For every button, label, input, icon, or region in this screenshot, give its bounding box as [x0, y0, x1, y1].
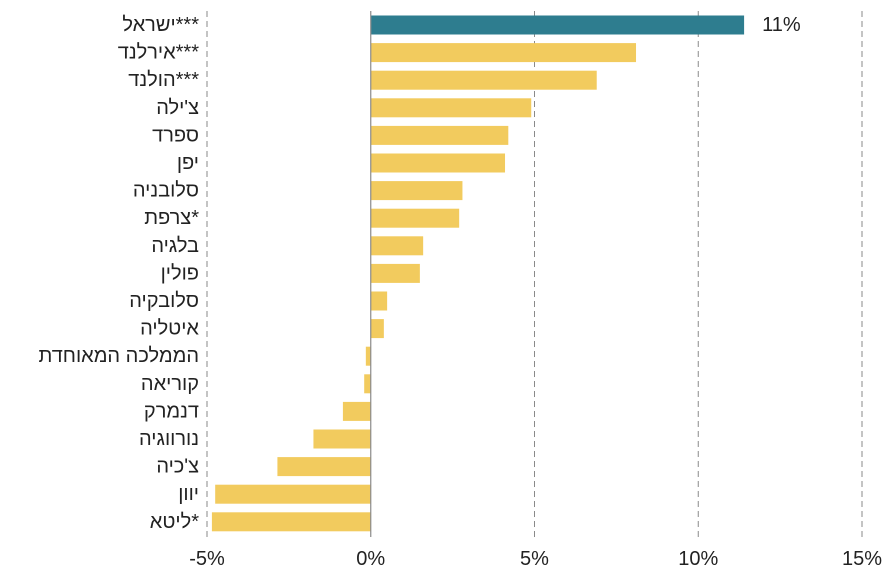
- bar-1: [370, 43, 637, 63]
- bar-2: [370, 70, 597, 90]
- category-label-3: צ'ילה: [156, 97, 199, 119]
- grid-lines: [206, 11, 863, 537]
- bar-18: [211, 512, 371, 532]
- bar-0: [370, 15, 745, 35]
- bar-10: [370, 291, 388, 311]
- data-labels: 11%: [762, 14, 801, 36]
- bar-9: [370, 263, 420, 283]
- bar-6: [370, 181, 463, 201]
- x-tick-label-1: 0%: [356, 548, 385, 570]
- x-tick-labels: -5% 0% 5% 10% 15%: [189, 548, 882, 570]
- bars: [211, 15, 745, 532]
- category-label-11: איטליה: [140, 318, 199, 340]
- x-tick-label-0: -5%: [189, 548, 225, 570]
- category-label-13: קוריאה: [141, 373, 199, 395]
- category-label-15: נורווגיה: [139, 428, 199, 450]
- category-label-12: הממלכה המאוחדת: [38, 345, 199, 367]
- category-label-5: יפן: [177, 152, 199, 174]
- bar-13: [364, 374, 371, 394]
- category-label-14: דנמרק: [144, 400, 199, 422]
- x-tick-label-4: 15%: [842, 548, 882, 570]
- bar-7: [370, 208, 460, 228]
- category-label-0: ישראל***: [122, 14, 199, 36]
- category-label-6: סלובניה: [133, 180, 199, 202]
- category-label-9: פולין: [161, 262, 199, 284]
- category-label-17: יוון: [178, 483, 199, 505]
- bar-11: [370, 319, 384, 339]
- bar-14: [342, 401, 371, 421]
- x-tick-label-3: 10%: [678, 548, 718, 570]
- bar-3: [370, 98, 532, 118]
- category-label-8: בלגיה: [151, 235, 199, 257]
- category-labels: ישראל*** אירלנד*** הולנד*** צ'ילה ספרד יפן סלו…: [38, 14, 199, 533]
- category-label-10: סלובקיה: [129, 290, 199, 312]
- category-label-2: הולנד***: [128, 69, 199, 91]
- data-label-0: 11%: [762, 14, 801, 36]
- category-label-16: צ'כיה: [156, 456, 199, 478]
- x-tick-label-2: 5%: [520, 548, 549, 570]
- bar-17: [215, 484, 371, 504]
- category-label-1: אירלנד***: [118, 42, 199, 64]
- category-label-7: צרפת*: [144, 207, 199, 229]
- bar-15: [313, 429, 371, 449]
- bar-8: [370, 236, 424, 256]
- category-label-18: ליטא*: [150, 511, 199, 533]
- bar-5: [370, 153, 506, 173]
- bar-12: [365, 346, 371, 366]
- bar-16: [277, 457, 371, 477]
- bar-4: [370, 125, 509, 145]
- category-label-4: ספרד: [152, 124, 199, 146]
